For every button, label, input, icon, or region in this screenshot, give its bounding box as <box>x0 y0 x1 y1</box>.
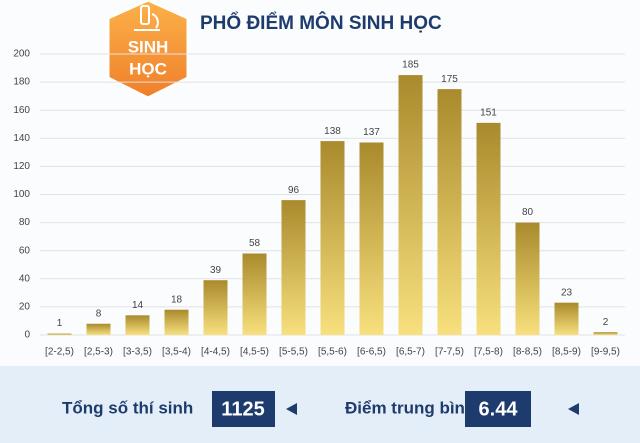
bar <box>476 122 501 335</box>
x-tick-label: [7-7,5) <box>435 347 464 358</box>
x-tick-label: [8-8,5) <box>513 347 542 358</box>
badge-text: HỌC <box>129 59 167 78</box>
badge-icon <box>134 5 160 31</box>
bar <box>125 315 150 335</box>
value-label: 80 <box>522 207 534 218</box>
bar <box>281 200 306 335</box>
pointer <box>286 403 297 415</box>
bar <box>554 302 579 335</box>
x-tick-label: [4-4,5) <box>201 347 230 358</box>
value-label: 151 <box>480 107 497 118</box>
y-tick-label: 160 <box>13 105 30 116</box>
summary-label: Điểm trung bình <box>345 398 475 417</box>
footer <box>0 366 640 443</box>
value-label: 1 <box>57 318 63 329</box>
y-tick-label: 120 <box>13 161 30 172</box>
x-tick-label: [3,5-4) <box>162 347 191 358</box>
bar <box>86 323 111 335</box>
summary-value: 6.44 <box>479 398 519 420</box>
x-tick-label: [7,5-8) <box>474 347 503 358</box>
x-tick-label: [6-6,5) <box>357 347 386 358</box>
value-label: 96 <box>288 185 300 196</box>
y-tick-label: 200 <box>13 49 30 60</box>
x-tick-label: [5,5-6) <box>318 347 347 358</box>
summary-box <box>212 391 275 427</box>
y-tick-label: 40 <box>19 273 31 284</box>
y-tick-label: 100 <box>13 189 30 200</box>
y-tick-label: 180 <box>13 77 30 88</box>
badge-text: SINH <box>128 37 169 56</box>
summary-label: Tổng số thí sinh <box>62 398 193 417</box>
y-tick-label: 20 <box>19 302 31 313</box>
pointer <box>568 403 579 415</box>
badge <box>106 0 190 100</box>
x-tick-label: [3-3,5) <box>123 347 152 358</box>
x-tick-label: [4,5-5) <box>240 347 269 358</box>
value-label: 14 <box>132 300 144 311</box>
y-tick-label: 140 <box>13 133 30 144</box>
value-label: 138 <box>324 126 341 137</box>
bar <box>515 222 540 335</box>
bar <box>242 253 267 335</box>
bar <box>203 280 228 335</box>
bar <box>398 75 423 335</box>
chart-title: PHỔ ĐIỂM MÔN SINH HỌC <box>200 12 442 34</box>
x-tick-label: [2-2,5) <box>45 347 74 358</box>
value-label: 137 <box>363 127 380 138</box>
value-label: 18 <box>171 294 183 305</box>
value-label: 58 <box>249 238 261 249</box>
value-label: 8 <box>96 308 102 319</box>
bar <box>593 332 618 335</box>
bar <box>164 309 189 335</box>
value-label: 23 <box>561 287 573 298</box>
value-label: 39 <box>210 265 222 276</box>
x-tick-label: [8,5-9) <box>552 347 581 358</box>
x-tick-label: [9-9,5) <box>591 347 620 358</box>
value-label: 175 <box>441 74 458 85</box>
y-tick-label: 60 <box>19 245 31 256</box>
y-tick-label: 80 <box>19 217 31 228</box>
value-label: 185 <box>402 60 419 71</box>
bar <box>47 333 72 335</box>
value-label: 2 <box>603 317 609 328</box>
x-tick-label: [5-5,5) <box>279 347 308 358</box>
y-tick-label: 0 <box>24 330 30 341</box>
bar <box>359 142 384 335</box>
summary-value: 1125 <box>221 398 264 420</box>
x-tick-label: [6,5-7) <box>396 347 425 358</box>
summary-box <box>465 391 531 427</box>
bar <box>437 89 462 335</box>
bar <box>320 141 345 335</box>
x-tick-label: [2,5-3) <box>84 347 113 358</box>
